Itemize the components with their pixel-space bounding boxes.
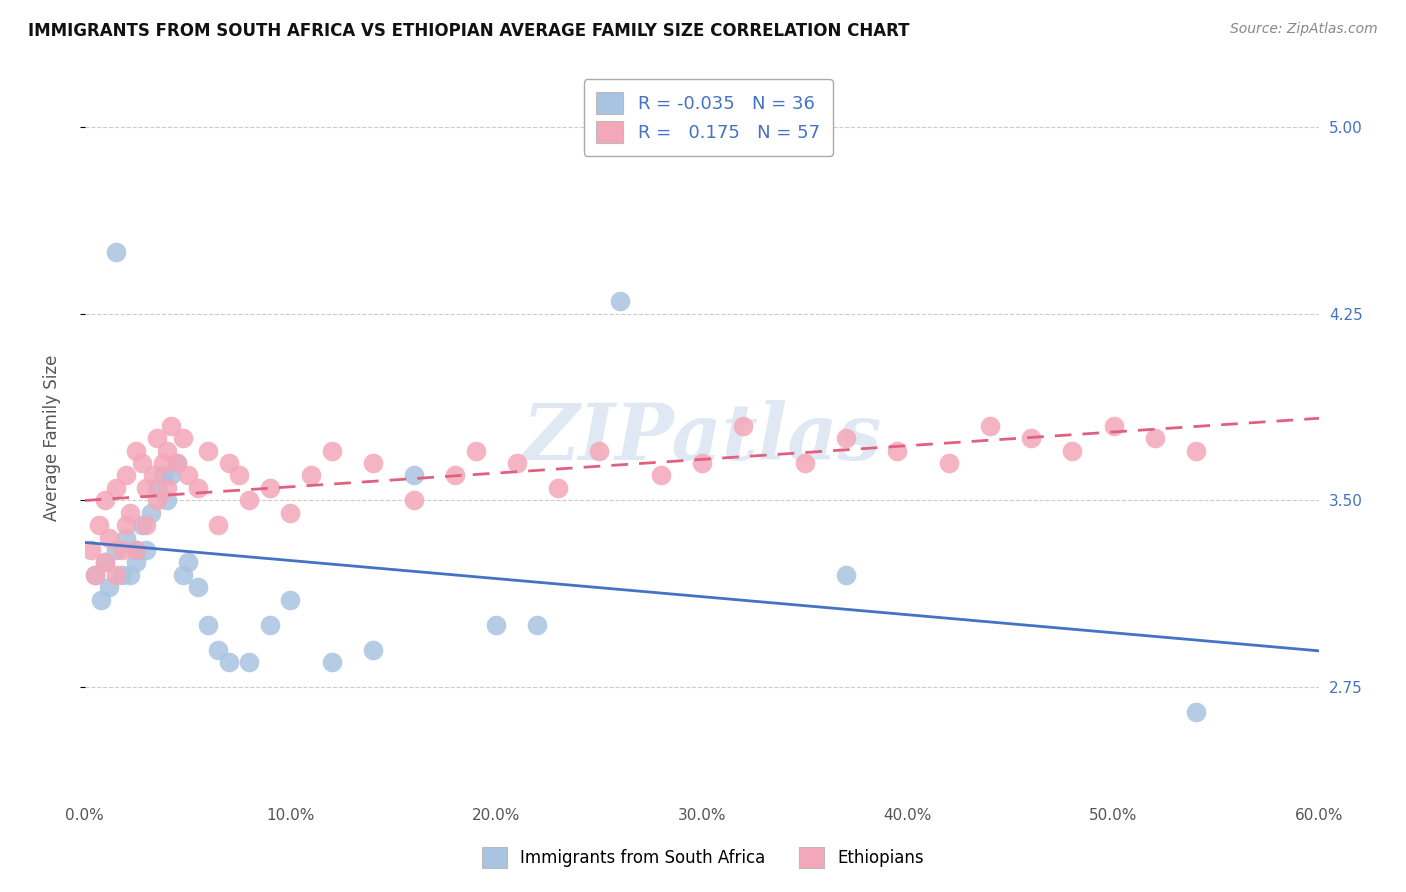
- Point: [402, 468, 425, 483]
- Point: [321, 443, 343, 458]
- Point: [152, 456, 174, 470]
- Point: [115, 468, 138, 483]
- Point: [152, 468, 174, 483]
- Point: [938, 456, 960, 470]
- Point: [979, 418, 1001, 433]
- Point: [733, 418, 755, 433]
- Point: [1143, 431, 1166, 445]
- Point: [886, 443, 908, 458]
- Point: [125, 556, 148, 570]
- Point: [135, 543, 157, 558]
- Point: [690, 456, 713, 470]
- Point: [464, 443, 486, 458]
- Point: [402, 493, 425, 508]
- Point: [197, 443, 219, 458]
- Point: [259, 617, 281, 632]
- Point: [444, 468, 467, 483]
- Point: [98, 531, 121, 545]
- Point: [118, 568, 141, 582]
- Point: [142, 468, 165, 483]
- Legend: R = -0.035   N = 36, R =   0.175   N = 57: R = -0.035 N = 36, R = 0.175 N = 57: [583, 79, 832, 156]
- Point: [111, 568, 134, 582]
- Point: [1185, 705, 1208, 719]
- Point: [835, 568, 858, 582]
- Point: [135, 481, 157, 495]
- Point: [118, 506, 141, 520]
- Point: [145, 481, 167, 495]
- Point: [1062, 443, 1084, 458]
- Point: [321, 655, 343, 669]
- Point: [84, 568, 107, 582]
- Point: [104, 244, 127, 259]
- Point: [115, 531, 138, 545]
- Text: IMMIGRANTS FROM SOUTH AFRICA VS ETHIOPIAN AVERAGE FAMILY SIZE CORRELATION CHART: IMMIGRANTS FROM SOUTH AFRICA VS ETHIOPIA…: [28, 22, 910, 40]
- Point: [259, 481, 281, 495]
- Point: [187, 481, 209, 495]
- Point: [187, 580, 209, 594]
- Point: [90, 592, 112, 607]
- Point: [166, 456, 188, 470]
- Point: [526, 617, 548, 632]
- Point: [176, 468, 198, 483]
- Point: [1102, 418, 1125, 433]
- Point: [145, 493, 167, 508]
- Point: [94, 493, 117, 508]
- Point: [173, 568, 195, 582]
- Point: [145, 431, 167, 445]
- Point: [650, 468, 672, 483]
- Point: [80, 543, 103, 558]
- Point: [197, 617, 219, 632]
- Point: [173, 431, 195, 445]
- Point: [111, 543, 134, 558]
- Point: [588, 443, 610, 458]
- Point: [104, 543, 127, 558]
- Point: [104, 481, 127, 495]
- Point: [280, 592, 302, 607]
- Point: [131, 518, 153, 533]
- Text: ZIPatlas: ZIPatlas: [522, 400, 882, 476]
- Point: [160, 468, 183, 483]
- Point: [156, 481, 179, 495]
- Point: [793, 456, 815, 470]
- Legend: Immigrants from South Africa, Ethiopians: Immigrants from South Africa, Ethiopians: [471, 836, 935, 880]
- Text: Source: ZipAtlas.com: Source: ZipAtlas.com: [1230, 22, 1378, 37]
- Point: [609, 294, 631, 309]
- Point: [84, 568, 107, 582]
- Point: [156, 443, 179, 458]
- Point: [94, 556, 117, 570]
- Point: [89, 518, 111, 533]
- Point: [98, 580, 121, 594]
- Point: [1019, 431, 1042, 445]
- Point: [125, 543, 148, 558]
- Point: [131, 456, 153, 470]
- Point: [135, 518, 157, 533]
- Point: [485, 617, 508, 632]
- Point: [125, 543, 148, 558]
- Point: [280, 506, 302, 520]
- Point: [115, 518, 138, 533]
- Point: [160, 418, 183, 433]
- Point: [361, 456, 384, 470]
- Point: [104, 568, 127, 582]
- Point: [228, 468, 250, 483]
- Point: [1185, 443, 1208, 458]
- Point: [238, 655, 260, 669]
- Y-axis label: Average Family Size: Average Family Size: [44, 355, 60, 521]
- Point: [238, 493, 260, 508]
- Point: [299, 468, 322, 483]
- Point: [156, 493, 179, 508]
- Point: [94, 556, 117, 570]
- Point: [218, 655, 240, 669]
- Point: [361, 642, 384, 657]
- Point: [547, 481, 569, 495]
- Point: [125, 443, 148, 458]
- Point: [139, 506, 162, 520]
- Point: [166, 456, 188, 470]
- Point: [506, 456, 529, 470]
- Point: [176, 556, 198, 570]
- Point: [835, 431, 858, 445]
- Point: [207, 518, 229, 533]
- Point: [218, 456, 240, 470]
- Point: [207, 642, 229, 657]
